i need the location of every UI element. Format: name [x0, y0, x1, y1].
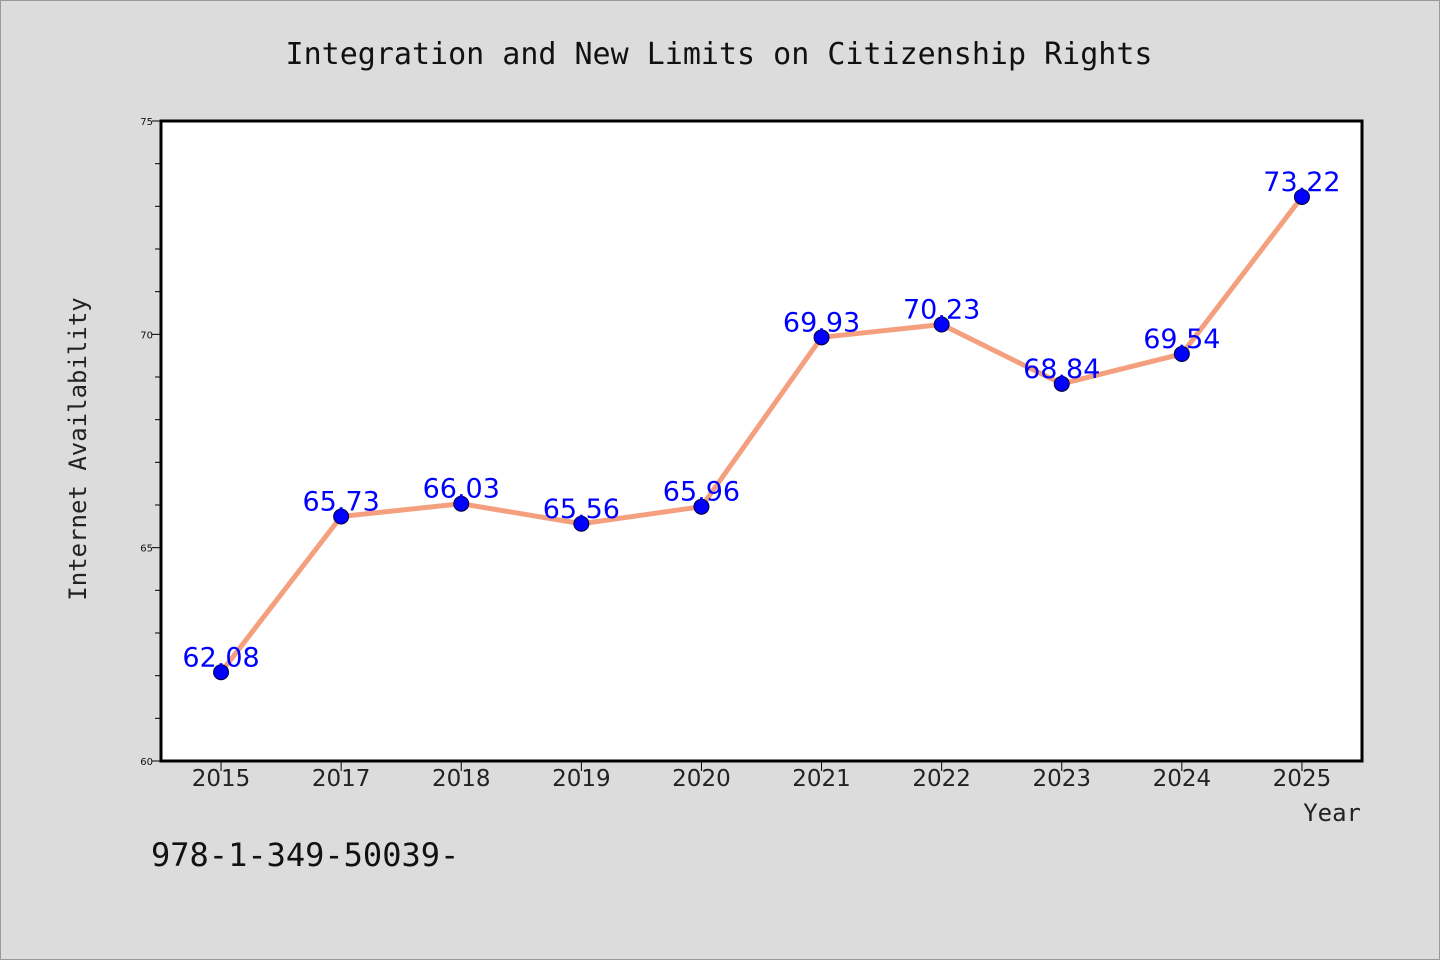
- data-label: 65.73: [303, 487, 380, 518]
- x-tick-label: 2020: [672, 766, 731, 792]
- y-axis: 60 65 70 75: [140, 117, 161, 768]
- data-label: 65.56: [543, 494, 620, 525]
- data-point-marker: [333, 508, 350, 525]
- y-tick-label: 60: [140, 757, 153, 768]
- x-tick-label: 2023: [1032, 766, 1091, 792]
- data-point-marker: [213, 664, 230, 681]
- data-label: 69.93: [783, 307, 860, 338]
- data-point-marker: [1173, 345, 1190, 362]
- y-tick-label: 70: [140, 330, 153, 341]
- x-tick-label: 2019: [552, 766, 611, 792]
- data-point-marker: [453, 495, 470, 512]
- x-axis-label: Year: [1303, 799, 1361, 827]
- x-tick-label: 2024: [1153, 766, 1212, 792]
- y-tick-label: 65: [140, 544, 153, 555]
- x-axis: 2015 2017 2018 2019 2020 2021 2022 2023 2024 2025: [192, 761, 1331, 792]
- x-tick-label: 2022: [912, 766, 971, 792]
- data-label: 69.54: [1143, 324, 1220, 355]
- data-label: 68.84: [1023, 354, 1100, 385]
- chart-title: Integration and New Limits on Citizenshi…: [286, 37, 1153, 72]
- y-tick-label: 75: [140, 117, 153, 128]
- y-axis-label: Internet Availability: [64, 297, 92, 600]
- series-line: [218, 194, 1305, 675]
- data-point-marker: [693, 498, 710, 515]
- x-tick-label: 2025: [1273, 766, 1332, 792]
- data-point-marker: [813, 329, 830, 346]
- plot-area: [159, 119, 1364, 763]
- x-tick-label: 2015: [192, 766, 251, 792]
- data-label: 73.22: [1263, 167, 1340, 198]
- data-point-marker: [1053, 375, 1070, 392]
- data-point-marker: [1293, 188, 1310, 205]
- data-label: 66.03: [423, 474, 500, 505]
- x-tick-label: 2017: [312, 766, 371, 792]
- data-point-marker: [933, 316, 950, 333]
- data-label: 70.23: [903, 295, 980, 326]
- series-layer: 62.08 65.73 66.03 65.56 65.96 69.93 70.23 68.84…: [182, 167, 1341, 681]
- x-tick-label: 2018: [432, 766, 491, 792]
- data-label: 62.08: [182, 642, 259, 673]
- footer-code: 978-1-349-50039-: [151, 836, 459, 874]
- data-label: 65.96: [663, 477, 740, 508]
- x-tick-label: 2021: [792, 766, 851, 792]
- data-point-marker: [573, 515, 590, 532]
